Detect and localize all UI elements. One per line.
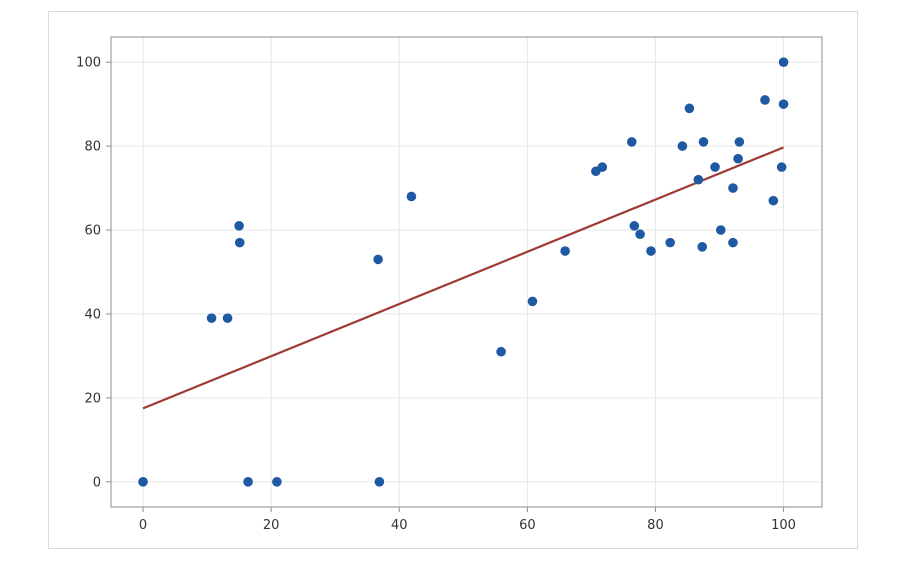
data-point — [206, 313, 217, 323]
data-point — [560, 246, 570, 256]
data-point — [665, 237, 675, 248]
x-tick-label: 0 — [139, 518, 147, 533]
data-point — [778, 99, 789, 109]
data-point — [234, 221, 244, 231]
y-tick-label: 40 — [84, 307, 101, 322]
plot-area-border — [110, 36, 823, 508]
data-point — [635, 229, 645, 240]
x-tick-label: 100 — [771, 518, 796, 533]
data-point — [234, 237, 245, 248]
figure-frame: 0 20 40 60 80 100 0 20 40 60 80 100 — [48, 11, 858, 549]
data-point — [222, 313, 233, 323]
x-tick-label: 40 — [391, 518, 408, 533]
data-point — [760, 95, 770, 105]
data-point — [715, 225, 726, 235]
data-point — [698, 137, 709, 147]
y-tick-label: 0 — [93, 475, 101, 490]
data-point — [684, 103, 695, 114]
data-point — [646, 246, 656, 256]
y-tick-label: 80 — [84, 140, 101, 155]
y-tick-label: 20 — [84, 391, 101, 406]
data-point — [693, 174, 704, 185]
data-point — [778, 57, 789, 67]
x-tick-label: 60 — [519, 518, 536, 533]
data-point — [138, 477, 148, 487]
data-point — [728, 237, 738, 248]
data-point — [527, 296, 538, 307]
data-point — [776, 162, 787, 172]
data-point — [733, 153, 743, 164]
data-point — [272, 477, 282, 487]
scatter-chart: 0 20 40 60 80 100 0 20 40 60 80 100 — [76, 36, 823, 533]
data-point — [374, 477, 385, 487]
data-point — [710, 162, 720, 172]
data-point — [406, 191, 417, 202]
data-point — [373, 254, 383, 265]
data-point — [629, 221, 640, 231]
data-point — [734, 137, 745, 147]
y-tick-label: 60 — [84, 224, 101, 239]
data-point — [496, 346, 506, 357]
x-tick-label: 80 — [647, 518, 664, 533]
data-point — [626, 137, 637, 147]
data-point — [677, 141, 688, 151]
data-point — [597, 162, 608, 172]
y-tick-label: 100 — [76, 56, 101, 71]
data-point — [768, 195, 779, 206]
data-point — [243, 477, 253, 487]
data-point — [697, 242, 708, 252]
fit-line — [142, 146, 784, 410]
x-tick-label: 20 — [263, 518, 280, 533]
data-point — [728, 183, 738, 193]
